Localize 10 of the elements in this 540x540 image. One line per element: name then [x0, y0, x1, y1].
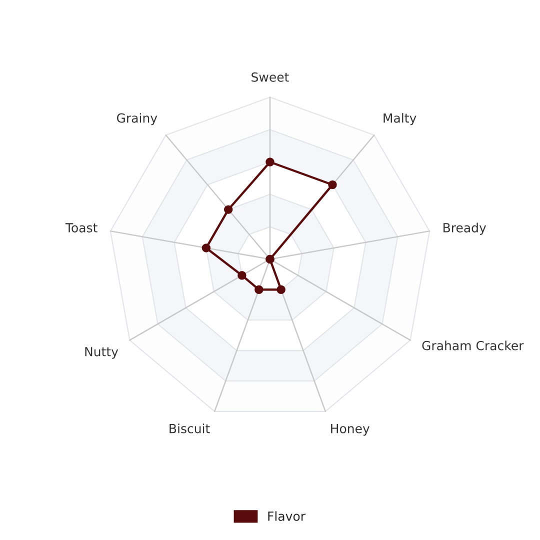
spoke-label: Nutty — [85, 347, 118, 359]
spoke-label: Sweet — [252, 72, 289, 82]
spoke-label: Toast — [65, 223, 98, 232]
spoke-label: Graham Cracker — [422, 340, 524, 350]
spoke-label: Biscuit — [170, 424, 210, 434]
spoke-label: Honey — [331, 424, 370, 436]
spoke-label: Malty — [384, 113, 416, 126]
spoke-label: Bready — [444, 222, 486, 235]
legend-label: Flavor — [268, 511, 306, 521]
spoke-label: Grainy — [116, 113, 158, 126]
